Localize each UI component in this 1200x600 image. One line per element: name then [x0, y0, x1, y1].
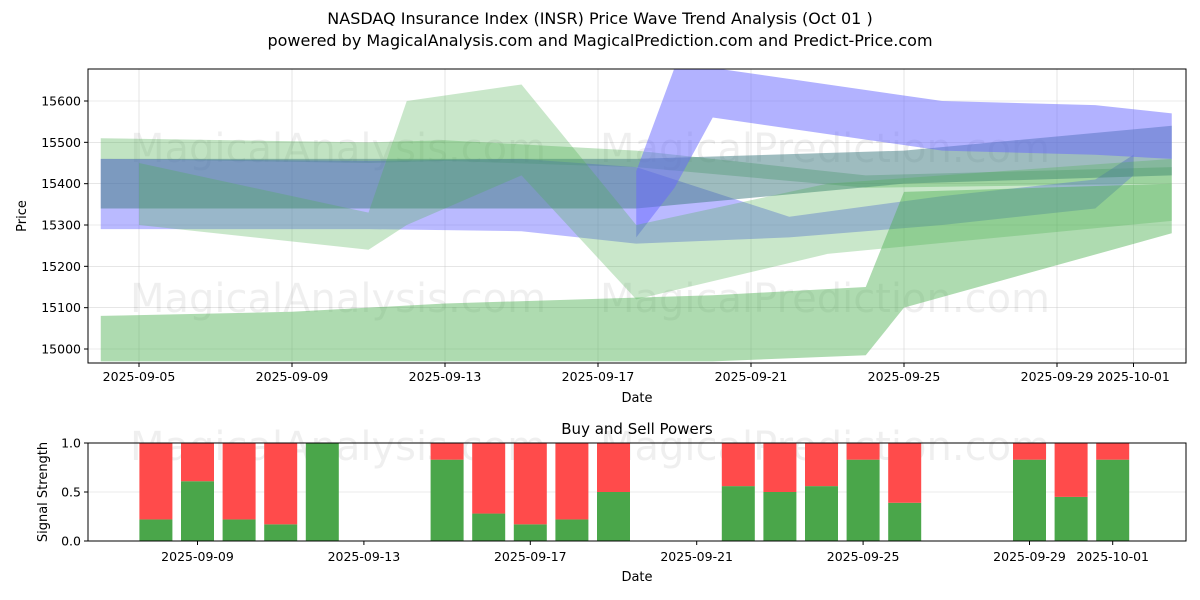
price-y-tick-label: 15500: [41, 135, 81, 150]
price-ticks: 15000 15100 15200 15300 15400 15500 15600 2025-…: [41, 94, 1170, 385]
price-y-label: Price: [15, 200, 30, 232]
sell-bar: [430, 443, 464, 460]
watermark: MagicalAnalysis.com: [130, 276, 546, 322]
wave-band-blue-upper: [636, 69, 1172, 238]
signal-bars: [139, 443, 1130, 541]
wave-band-green-mid: [139, 84, 1172, 300]
signal-x-tick-label: 2025-09-29: [993, 549, 1066, 564]
signal-ticks: 0.0 0.5 1.0 2025-09-09 2025-09-13 2025-09-17 2…: [61, 436, 1149, 565]
signal-x-tick-label: 2025-09-09: [161, 549, 234, 564]
price-x-tick-label: 2025-09-25: [868, 369, 941, 384]
buy-bar: [763, 492, 797, 541]
sell-bar: [264, 443, 298, 525]
buy-bar: [1096, 459, 1130, 541]
buy-bar: [555, 519, 589, 541]
price-y-tick-label: 15400: [41, 176, 81, 191]
price-axes-frame: [87, 68, 1187, 364]
sell-bar: [805, 443, 838, 487]
sell-bar: [1096, 443, 1130, 460]
buy-bar: [222, 519, 256, 541]
buy-bar: [721, 486, 755, 541]
buy-bar: [1013, 459, 1046, 541]
sell-bar: [139, 443, 173, 520]
buy-bar: [805, 486, 838, 541]
signal-x-tick-label: 2025-09-17: [494, 549, 567, 564]
sell-bar: [513, 443, 547, 525]
sell-bar: [1013, 443, 1046, 460]
watermark: MagicalPrediction.com: [600, 276, 1050, 322]
buy-bar: [597, 492, 630, 541]
price-x-tick-label: 2025-09-09: [256, 369, 329, 384]
price-x-tick-label: 2025-09-17: [562, 369, 635, 384]
sell-bar: [846, 443, 880, 460]
sell-bar: [763, 443, 797, 492]
price-x-tick-label: 2025-09-21: [715, 369, 788, 384]
signal-x-tick-label: 2025-09-25: [827, 549, 900, 564]
price-x-tick-label: 2025-10-01: [1097, 369, 1170, 384]
signal-title: Buy and Sell Powers: [561, 420, 713, 438]
sell-bar: [888, 443, 922, 503]
chart-subtitle: powered by MagicalAnalysis.com and Magic…: [267, 31, 933, 50]
signal-x-tick-label: 2025-09-21: [660, 549, 733, 564]
price-x-tick-label: 2025-09-29: [1021, 369, 1094, 384]
buy-bar: [472, 513, 506, 541]
price-y-tick-label: 15100: [41, 300, 81, 315]
sell-bar: [1054, 443, 1088, 497]
signal-x-tick-label: 2025-10-01: [1076, 549, 1149, 564]
buy-bar: [888, 502, 922, 541]
sell-bar: [597, 443, 630, 492]
sell-bar: [555, 443, 589, 520]
signal-x-tick-label: 2025-09-13: [328, 549, 401, 564]
buy-bar: [305, 443, 339, 541]
price-x-tick-label: 2025-09-05: [103, 369, 176, 384]
buy-bar: [1054, 496, 1088, 541]
signal-x-label: Date: [621, 570, 652, 585]
price-y-tick-label: 15600: [41, 94, 81, 109]
price-y-tick-label: 15200: [41, 259, 81, 274]
wave-band-green-low: [100, 183, 1172, 362]
buy-bar: [846, 459, 880, 541]
buy-bar: [139, 519, 173, 541]
sell-bar: [472, 443, 506, 514]
buy-bar: [430, 459, 464, 541]
signal-y-tick-label: 0.0: [61, 534, 81, 549]
buy-bar: [513, 524, 547, 541]
sell-bar: [181, 443, 214, 482]
sell-bar: [721, 443, 755, 487]
price-y-tick-label: 15000: [41, 342, 81, 357]
buy-bar: [264, 524, 298, 541]
price-x-tick-label: 2025-09-13: [409, 369, 482, 384]
wave-band-blue-teal: [100, 125, 1172, 209]
price-x-label: Date: [621, 391, 652, 406]
signal-y-label: Signal Strength: [36, 442, 51, 542]
signal-y-tick-label: 1.0: [61, 436, 81, 451]
signal-y-tick-label: 0.5: [61, 485, 81, 500]
price-wave-bands: [100, 69, 1172, 362]
price-y-tick-label: 15300: [41, 218, 81, 233]
sell-bar: [222, 443, 256, 520]
chart-title: NASDAQ Insurance Index (INSR) Price Wave…: [327, 9, 873, 28]
buy-bar: [181, 481, 214, 541]
